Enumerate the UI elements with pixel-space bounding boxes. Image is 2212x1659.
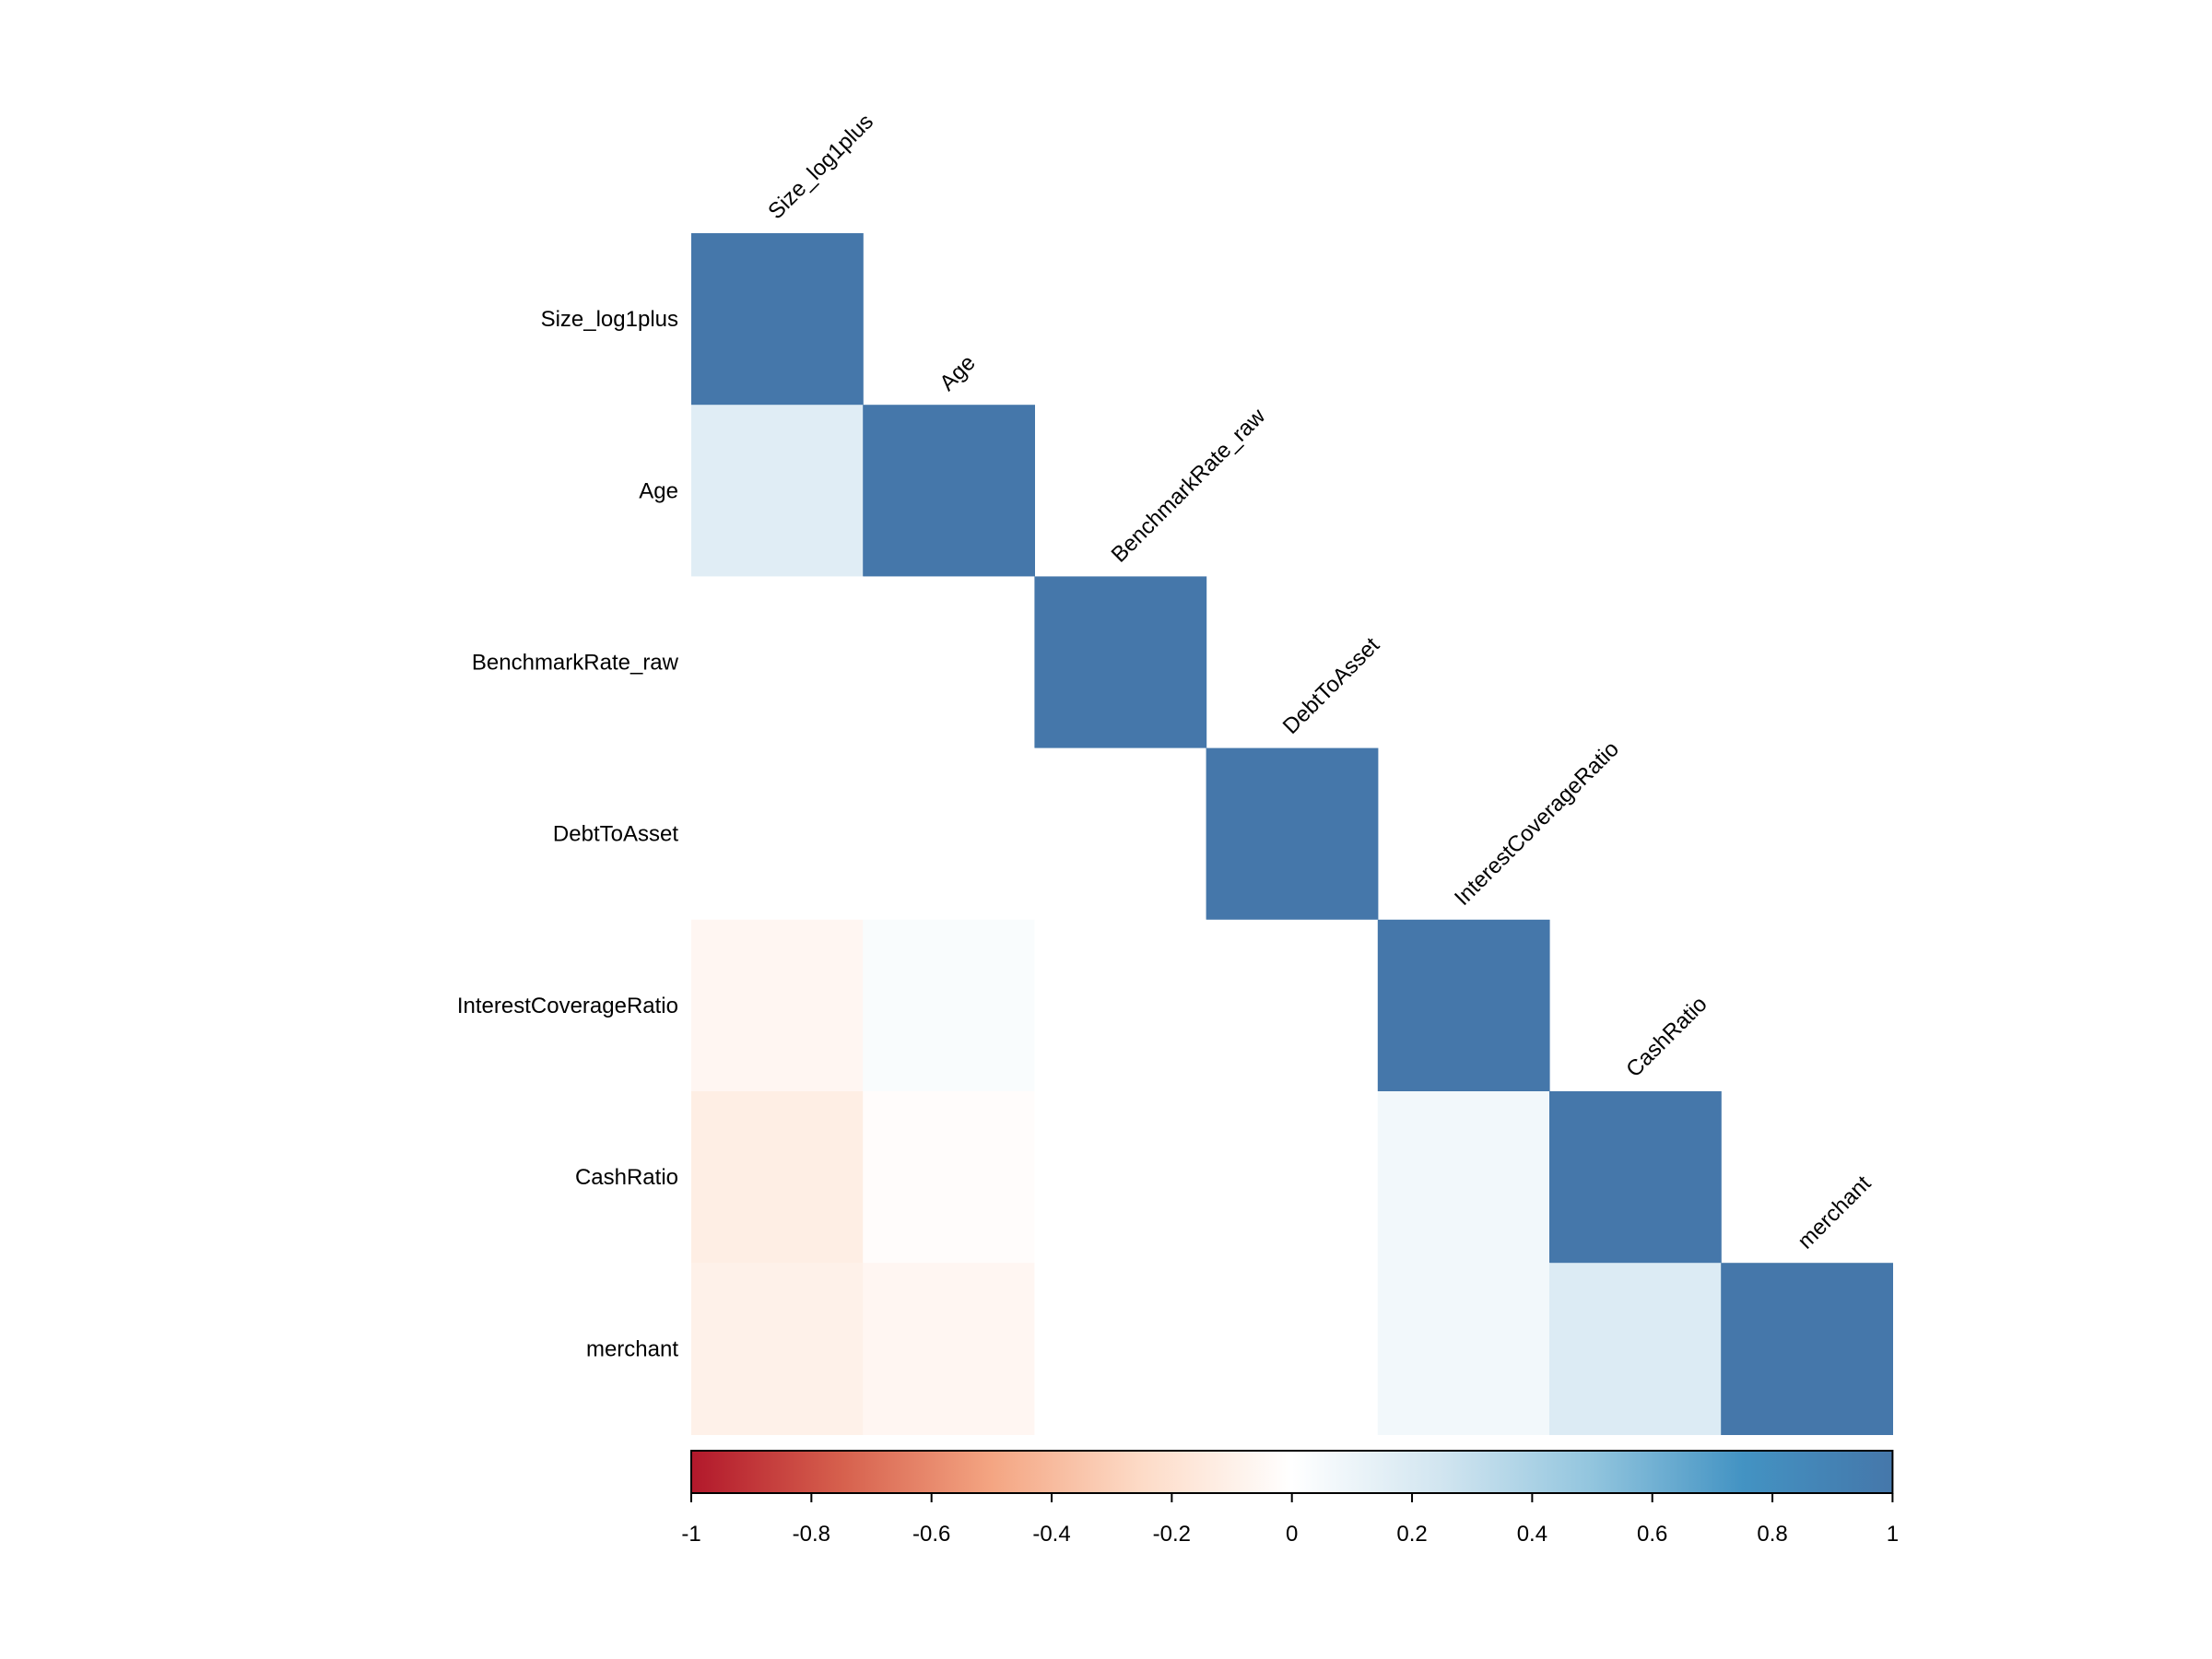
row-label: DebtToAsset [553,822,678,847]
heatmap-cells [691,233,1893,1435]
column-label: Size_log1plus [763,109,878,224]
heatmap-cell-InterestCoverageRatio-BenchmarkRate_raw [1034,919,1207,1092]
heatmap-cell-Size_log1plus-Size_log1plus [691,233,864,406]
heatmap-cell-InterestCoverageRatio-InterestCoverageRatio [1377,919,1550,1092]
heatmap-cell-Age-Size_log1plus [691,405,864,577]
colorbar: -1 -0.8 -0.6 -0.4 -0.2 0 0.2 0.4 0.6 0.8 1 [681,1450,1899,1547]
colorbar-tick-label: -0.4 [1032,1522,1070,1547]
row-label: CashRatio [575,1165,678,1190]
heatmap-cell-merchant-DebtToAsset [1206,1263,1379,1435]
heatmap-cell-BenchmarkRate_raw-Age [863,576,1035,749]
heatmap-cell-DebtToAsset-BenchmarkRate_raw [1034,747,1207,921]
colorbar-gradient [690,1450,1894,1494]
heatmap-cell-merchant-Size_log1plus [691,1263,864,1435]
colorbar-tick-label: 0.6 [1637,1522,1667,1547]
row-label: BenchmarkRate_raw [472,651,679,676]
heatmap-cell-merchant-BenchmarkRate_raw [1034,1263,1207,1435]
row-labels: Size_log1plus Age BenchmarkRate_raw DebtToA… [457,307,679,1361]
colorbar-tick-label: 0.4 [1517,1522,1547,1547]
colorbar-tick-label: 0 [1286,1522,1298,1547]
heatmap-cell-DebtToAsset-Size_log1plus [691,747,864,921]
column-label: DebtToAsset [1278,632,1385,739]
colorbar-tick-label: -0.6 [912,1522,950,1547]
row-label: InterestCoverageRatio [457,994,678,1018]
heatmap-cell-CashRatio-DebtToAsset [1206,1091,1379,1264]
heatmap-cell-InterestCoverageRatio-Size_log1plus [691,919,864,1092]
column-label: CashRatio [1621,992,1712,1082]
row-label: Size_log1plus [541,307,678,332]
heatmap-cell-InterestCoverageRatio-Age [863,919,1035,1092]
colorbar-tick-label: -0.2 [1153,1522,1191,1547]
heatmap-cell-merchant-merchant [1721,1263,1893,1435]
heatmap-cell-CashRatio-CashRatio [1549,1091,1722,1264]
heatmap-cell-DebtToAsset-Age [863,747,1035,921]
colorbar-tick-label: -0.8 [793,1522,830,1547]
colorbar-tick-label: -1 [681,1522,700,1547]
heatmap-cell-merchant-InterestCoverageRatio [1377,1263,1550,1435]
colorbar-ticks: -1 -0.8 -0.6 -0.4 -0.2 0 0.2 0.4 0.6 0.8 1 [681,1493,1899,1547]
heatmap-cell-Age-Age [863,405,1035,577]
row-label: merchant [586,1336,678,1361]
heatmap-cell-CashRatio-Size_log1plus [691,1091,864,1264]
colorbar-tick-label: 0.8 [1757,1522,1787,1547]
heatmap-cell-BenchmarkRate_raw-BenchmarkRate_raw [1034,576,1207,749]
heatmap-cell-DebtToAsset-DebtToAsset [1206,747,1379,921]
colorbar-tick-label: 0.2 [1396,1522,1427,1547]
heatmap-cell-CashRatio-Age [863,1091,1035,1264]
column-label: merchant [1793,1171,1876,1253]
heatmap-cell-CashRatio-BenchmarkRate_raw [1034,1091,1207,1264]
column-label: Age [935,350,980,395]
heatmap-cell-merchant-Age [863,1263,1035,1435]
column-label: BenchmarkRate_raw [1107,404,1271,568]
heatmap-cell-CashRatio-InterestCoverageRatio [1377,1091,1550,1264]
colorbar-tick-label: 1 [1887,1522,1899,1547]
heatmap-cell-merchant-CashRatio [1549,1263,1722,1435]
row-label: Age [639,478,678,503]
heatmap-cell-BenchmarkRate_raw-Size_log1plus [691,576,864,749]
heatmap-cell-InterestCoverageRatio-DebtToAsset [1206,919,1379,1092]
column-label: InterestCoverageRatio [1450,736,1624,911]
